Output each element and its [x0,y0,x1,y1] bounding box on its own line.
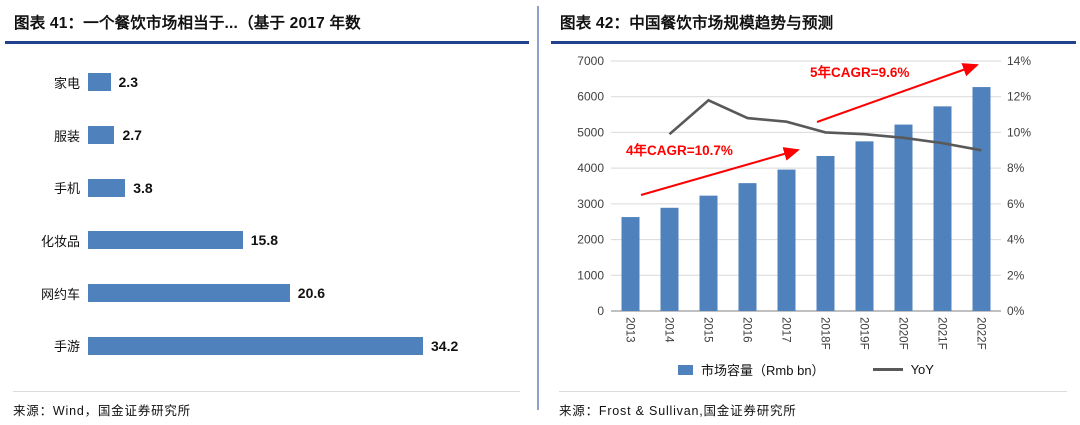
market-size-bar [699,195,718,311]
x-tick-label: 2022F [975,317,987,350]
legend-label: 市场容量（Rmb bn） [701,363,825,378]
left-axis-tick: 3000 [577,197,604,211]
market-size-bar [933,106,952,311]
x-tick-label: 2021F [936,317,948,350]
left-axis-tick: 4000 [577,161,604,175]
bar [88,126,115,144]
figure-42-legend: 市场容量（Rmb bn） YoY [601,360,1011,379]
x-tick-label: 2015 [702,317,714,343]
figure-42-title: 图表 42：中国餐饮市场规模趋势与预测 [551,8,1076,44]
left-axis-tick: 5000 [577,125,604,139]
x-tick-label: 2014 [663,317,675,343]
right-axis-tick: 10% [1007,125,1031,139]
market-size-bar [894,124,913,311]
right-axis-tick: 0% [1007,304,1025,318]
category-label: 家电 [53,75,80,91]
value-label: 3.8 [133,179,153,196]
legend-item-market-size: 市场容量（Rmb bn） [678,360,825,379]
left-axis-tick: 1000 [577,268,604,282]
cagr-annotation: 4年CAGR=10.7% [626,142,733,158]
legend-item-yoy: YoY [872,362,934,377]
market-size-bar [621,217,640,311]
figure-42-panel: 图表 42：中国餐饮市场规模趋势与预测 0 0% 1000 2% 2000 4% 3000 6… [546,0,1080,425]
right-axis-tick: 6% [1007,197,1025,211]
right-axis-tick: 12% [1007,90,1031,104]
panel-divider [537,6,539,410]
cagr-arrow [640,147,800,196]
bar-row: 手游 34.2 [14,319,519,372]
market-size-bar [855,141,874,311]
market-size-bar [738,183,757,311]
right-axis-tick: 2% [1007,268,1025,282]
right-axis-tick: 8% [1007,161,1025,175]
value-label: 15.8 [250,232,279,249]
legend-label: YoY [910,362,934,377]
category-label: 手游 [53,339,80,355]
market-size-bar [972,87,991,311]
bar-swatch-icon [678,364,694,375]
category-label: 化妆品 [40,233,80,249]
x-tick-label: 2019F [858,317,870,350]
category-label: 网约车 [40,286,80,302]
value-label: 34.2 [431,337,459,354]
category-label: 手机 [53,181,80,197]
value-label: 20.6 [297,285,326,302]
left-axis-tick: 6000 [577,90,604,104]
value-label: 2.7 [122,127,142,143]
market-size-bar [816,156,835,311]
bar-row: 手机 3.8 [14,161,519,214]
bar [88,284,290,303]
figure-41-source: 来源：Wind，国金证券研究所 [13,391,520,419]
bar-row: 网约车 20.6 [14,267,519,320]
yoy-line [668,98,982,152]
figure-41-title: 图表 41：一个餐饮市场相当于...（基于 2017 年数 [5,8,529,44]
x-tick-label: 2017 [780,317,792,343]
category-label: 服装 [53,128,80,144]
bar-row: 服装 2.7 [14,109,519,162]
bar [88,178,126,197]
figure-41-bar-chart: 家电 2.3 服装 2.7 手机 3.8 化妆品 15.8 网约车 20.6 手游 34.2 [14,56,519,372]
right-axis-tick: 4% [1007,233,1025,247]
cagr-annotation: 5年CAGR=9.6% [810,64,909,80]
left-axis-tick: 7000 [577,54,604,68]
x-tick-label: 2013 [624,317,636,343]
bar [88,231,243,250]
x-tick-label: 2018F [819,317,831,350]
value-label: 2.3 [118,74,138,91]
bar [88,73,111,92]
right-axis-tick: 14% [1007,54,1031,68]
bar-row: 家电 2.3 [14,56,519,109]
market-size-bar [660,207,679,311]
x-tick-label: 2016 [741,317,753,343]
market-size-bar [777,169,796,311]
cagr-arrow [816,63,979,123]
left-axis-tick: 2000 [577,233,604,247]
line-swatch-icon [872,368,903,371]
figure-42-source: 来源：Frost & Sullivan,国金证券研究所 [559,391,1067,419]
figure-42-combo-chart: 0 0% 1000 2% 2000 4% 3000 6% 4000 8% 5000 10% 6000 12… [577,54,1031,350]
bar-row: 化妆品 15.8 [14,214,519,267]
x-tick-label: 2020F [897,317,909,350]
figure-41-panel: 图表 41：一个餐饮市场相当于...（基于 2017 年数 家电 2.3 服装 2.7… [0,0,533,425]
left-axis-tick: 0 [597,304,604,318]
bar [88,336,423,355]
